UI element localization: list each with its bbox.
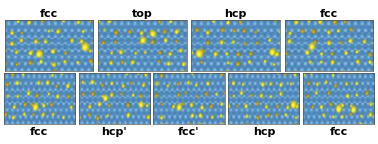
Text: fcc: fcc (40, 9, 58, 19)
Text: hcp': hcp' (101, 127, 127, 137)
Text: fcc: fcc (330, 127, 348, 137)
Text: hcp: hcp (225, 9, 247, 19)
Text: fcc': fcc' (178, 127, 200, 137)
Text: top: top (132, 9, 153, 19)
Text: fcc: fcc (30, 127, 48, 137)
Text: fcc: fcc (320, 9, 338, 19)
Text: hcp: hcp (253, 127, 275, 137)
